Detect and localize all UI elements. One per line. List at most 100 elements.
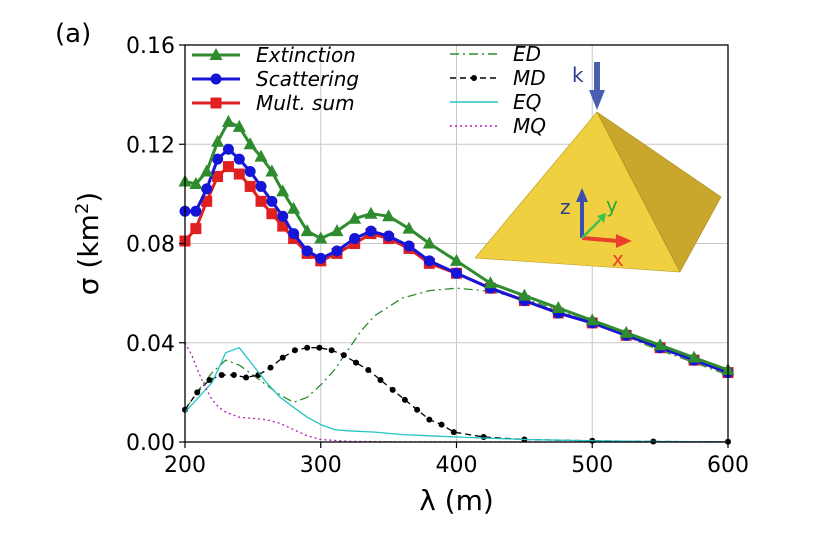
legend-marker-md — [471, 75, 477, 81]
data-point-scattering — [233, 153, 245, 165]
legend-marker-mult-sum — [210, 97, 222, 109]
y-tick-label: 0.04 — [126, 332, 175, 357]
data-point-md — [450, 429, 457, 436]
series-line-scattering — [185, 147, 729, 374]
legend-label-mq: MQ — [513, 114, 546, 138]
y-axis-arrowhead — [597, 213, 606, 223]
data-point-md — [194, 389, 201, 396]
data-point-scattering — [315, 252, 327, 264]
data-point-md — [267, 364, 274, 371]
y-axis-ticks: 0.00 0.04 0.08 0.12 0.16 — [126, 34, 185, 456]
y-axis-label-inset: y — [606, 193, 618, 217]
data-point-md — [414, 406, 421, 413]
data-point-scattering — [266, 195, 278, 207]
data-point-extinction — [402, 221, 416, 234]
legend-label-scattering: Scattering — [256, 67, 359, 91]
series-eq — [184, 347, 729, 443]
data-point-md — [291, 347, 298, 354]
legend-label-extinction: Extinction — [256, 43, 356, 67]
x-tick-label: 500 — [571, 453, 613, 478]
legend-marker-scattering — [210, 73, 222, 85]
y-tick-label: 0.08 — [126, 233, 175, 258]
data-point-extinction — [382, 209, 396, 222]
legend-label-md: MD — [513, 66, 546, 90]
data-point-md — [218, 372, 225, 379]
data-point-extinction — [422, 236, 436, 249]
data-point-extinction — [687, 350, 701, 363]
data-point-mult-sum — [201, 195, 213, 207]
data-point-scattering — [288, 228, 300, 240]
data-point-mult-sum — [266, 208, 278, 220]
data-point-md — [316, 344, 323, 351]
data-point-scattering — [277, 210, 289, 222]
data-point-md — [377, 376, 384, 383]
data-point-scattering — [365, 225, 377, 237]
data-point-md — [279, 354, 286, 361]
x-axis-arrow — [581, 236, 619, 243]
data-point-mult-sum — [255, 195, 267, 207]
data-point-md — [206, 376, 213, 383]
data-point-extinction — [551, 301, 565, 314]
legend-label-eq: EQ — [513, 90, 541, 114]
series-md — [182, 344, 731, 445]
z-axis-arrowhead — [576, 188, 588, 202]
data-point-md — [304, 344, 311, 351]
legend-marker-extinction — [209, 48, 223, 60]
data-point-extinction — [450, 253, 463, 266]
data-point-md — [365, 367, 372, 374]
data-point-extinction — [300, 224, 314, 237]
x-tick-label: 600 — [707, 453, 749, 478]
series-scattering — [179, 143, 734, 379]
data-point-extinction — [483, 276, 497, 289]
data-point-md — [328, 347, 335, 354]
series-ed — [184, 287, 729, 411]
data-point-extinction — [211, 134, 225, 147]
data-point-extinction — [517, 288, 531, 301]
x-axis-ticks: 200 300 400 500 600 — [164, 442, 749, 478]
data-point-extinction — [314, 231, 328, 244]
y-axis-arrow — [581, 219, 601, 239]
panel-label: (a) — [55, 19, 91, 49]
incident-arrowhead — [589, 90, 605, 110]
data-point-md — [353, 359, 360, 366]
data-point-scattering — [423, 255, 435, 267]
data-point-mult-sum — [212, 171, 224, 183]
data-point-scattering — [255, 180, 267, 192]
x-axis-arrowhead — [616, 234, 632, 248]
data-point-scattering — [331, 245, 343, 257]
y-axis-label: σ (km2) — [72, 192, 105, 295]
data-point-mult-sum — [190, 223, 202, 235]
data-point-extinction — [364, 206, 378, 219]
data-point-md — [426, 416, 433, 423]
data-point-scattering — [383, 230, 395, 242]
data-point-extinction — [619, 325, 633, 338]
data-point-scattering — [244, 166, 256, 178]
series-line-ed — [184, 287, 729, 411]
y-tick-label: 0.12 — [126, 133, 175, 158]
z-axis-label: z — [560, 195, 571, 219]
data-point-mult-sum — [222, 161, 234, 173]
data-point-extinction — [653, 338, 667, 351]
data-point-extinction — [348, 211, 362, 224]
data-point-md — [401, 396, 408, 403]
data-point-extinction — [221, 114, 235, 127]
data-point-extinction — [330, 224, 344, 237]
legend-label-ed: ED — [513, 42, 541, 66]
data-point-extinction — [276, 184, 290, 197]
pyramid-side-face — [596, 111, 722, 273]
y-tick-label: 0.16 — [126, 34, 175, 59]
data-point-extinction — [243, 137, 257, 150]
x-axis-label-inset: x — [612, 247, 624, 271]
x-tick-label: 300 — [300, 453, 342, 478]
data-point-extinction — [287, 201, 301, 214]
incident-label: k — [572, 63, 584, 87]
data-point-scattering — [212, 153, 224, 165]
y-axis-label-close: ) — [72, 192, 105, 203]
data-point-scattering — [222, 143, 234, 155]
series-line-extinction — [184, 120, 729, 372]
data-point-md — [243, 374, 250, 381]
y-tick-label: 0.00 — [126, 431, 175, 456]
data-point-scattering — [301, 245, 313, 257]
